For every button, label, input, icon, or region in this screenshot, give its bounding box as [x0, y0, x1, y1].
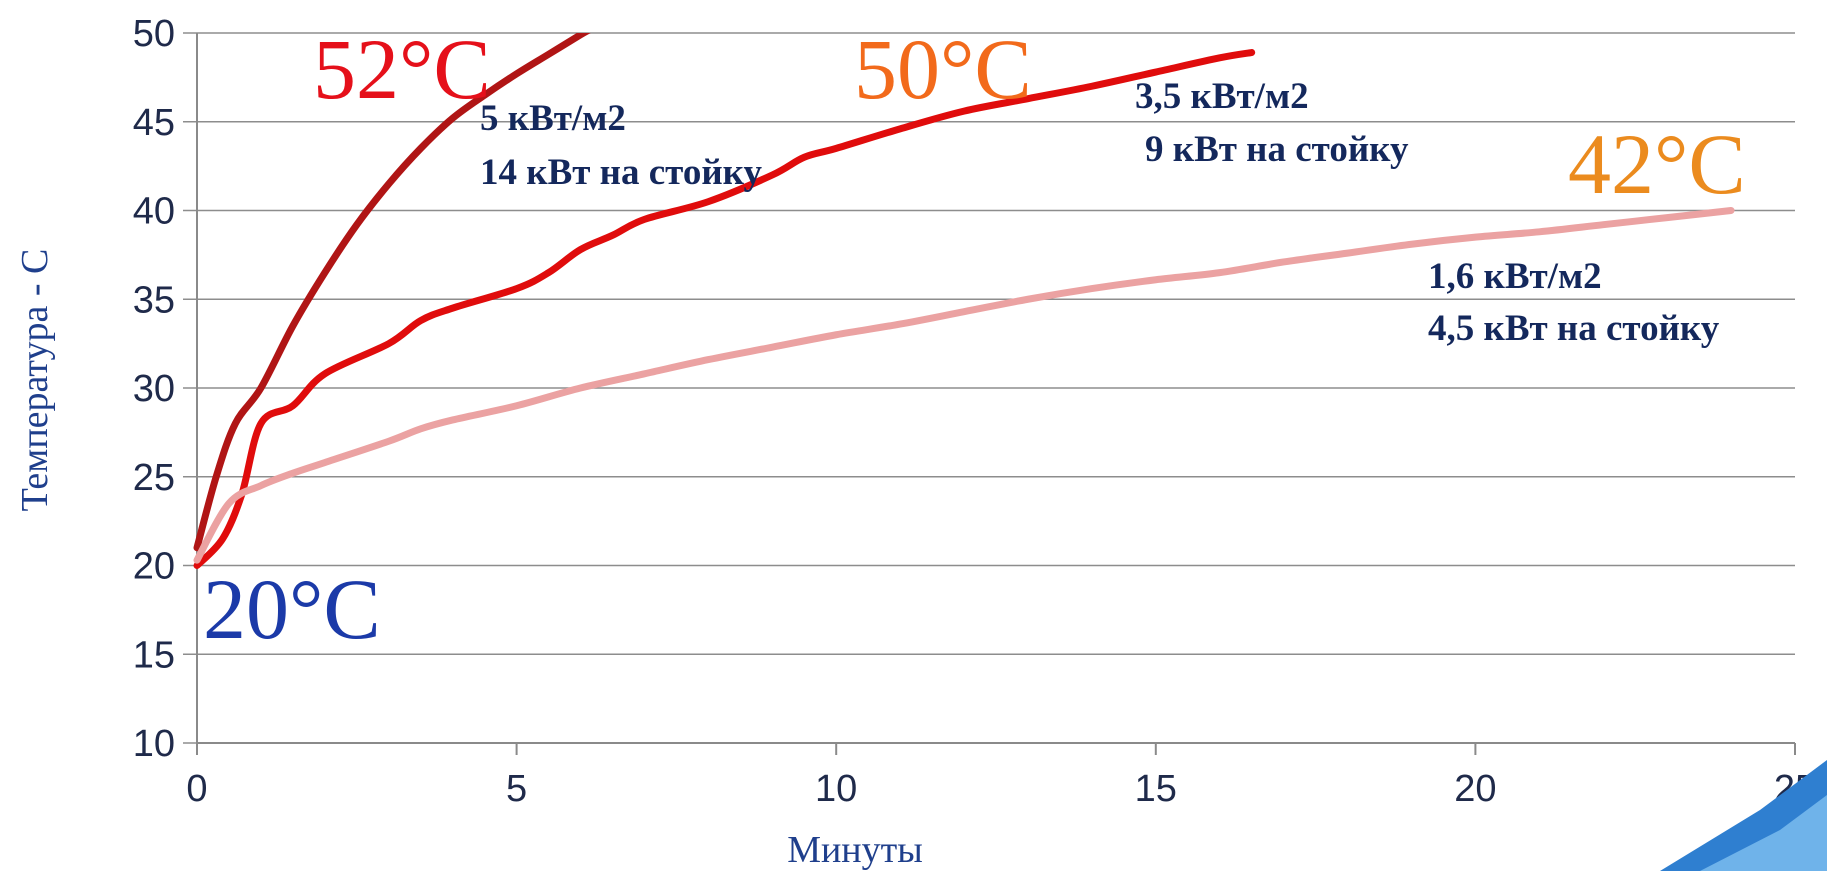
y-tick-label-30: 30 — [133, 368, 175, 410]
curve2-temp-label: 50°C — [854, 21, 1032, 117]
curve3-power-density: 1,6 кВт/м2 — [1428, 256, 1602, 297]
y-axis-title: Температура - С — [14, 249, 56, 512]
y-tick-label-35: 35 — [133, 279, 175, 321]
curve2-rack-power: 9 кВт на стойку — [1145, 129, 1409, 170]
x-tick-labels: 0510152025 — [186, 743, 1816, 810]
corner-decoration-highlight — [1700, 795, 1827, 871]
series-line-2 — [193, 49, 1256, 569]
y-tick-label-20: 20 — [133, 546, 175, 588]
y-tick-label-45: 45 — [133, 102, 175, 144]
x-axis-title: Минуты — [787, 829, 923, 871]
x-tick-label-0: 0 — [186, 768, 207, 810]
series-line-1 — [193, 33, 591, 552]
curve2-power-density: 3,5 кВт/м2 — [1135, 76, 1309, 117]
x-tick-label-10: 10 — [815, 768, 857, 810]
x-tick-label-5: 5 — [506, 768, 527, 810]
series-lines — [193, 33, 1735, 569]
y-tick-label-15: 15 — [133, 634, 175, 676]
y-tick-labels: 10 15 20 25 30 35 40 45 50 — [133, 13, 175, 765]
y-tick-label-10: 10 — [133, 723, 175, 765]
series-line-3 — [193, 207, 1735, 564]
y-tick-label-40: 40 — [133, 191, 175, 233]
curve3-rack-power: 4,5 кВт на стойку — [1428, 308, 1720, 349]
y-tick-label-25: 25 — [133, 457, 175, 499]
x-tick-label-15: 15 — [1135, 768, 1177, 810]
curve1-rack-power: 14 кВт на стойку — [480, 152, 762, 193]
curve1-power-density: 5 кВт/м2 — [480, 98, 626, 139]
curve1-temp-label: 52°C — [313, 21, 491, 117]
y-tick-label-50: 50 — [133, 13, 175, 55]
curve3-temp-label: 42°C — [1568, 116, 1746, 212]
grid-lines — [183, 32, 1795, 744]
x-tick-label-20: 20 — [1454, 768, 1496, 810]
start-temp-label: 20°C — [203, 561, 381, 657]
